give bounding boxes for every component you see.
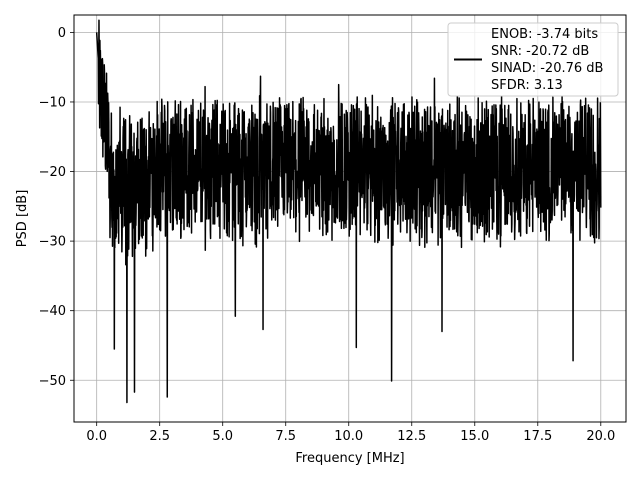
x-tick-label: 15.0 — [460, 429, 489, 444]
x-axis-label: Frequency [MHz] — [295, 451, 404, 466]
x-tick-label: 10.0 — [334, 429, 363, 444]
legend-snr-text: SNR: -20.72 dB — [491, 44, 589, 59]
x-tick-label: 2.5 — [149, 429, 170, 444]
plot-area — [95, 19, 602, 404]
y-tick-label: −30 — [39, 235, 66, 250]
legend-enob-text: ENOB: -3.74 bits — [491, 27, 598, 42]
x-tick-label: 20.0 — [586, 429, 615, 444]
y-tick-label: −40 — [39, 304, 66, 319]
x-tick-label: 5.0 — [212, 429, 233, 444]
axes-frame — [73, 14, 627, 423]
y-tick-label: −10 — [39, 95, 66, 110]
y-tick-label: 0 — [58, 26, 66, 41]
legend: ENOB: -3.74 bits SNR: -20.72 dB SINAD: -… — [447, 22, 619, 97]
legend-box — [447, 22, 619, 97]
x-tick-label: 12.5 — [397, 429, 426, 444]
x-tick-label: 7.5 — [275, 429, 296, 444]
tick-layer: 0.0 2.5 5.0 7.5 10.0 12.5 15.0 17.5 20.0 0 −10 −20 −… — [39, 26, 616, 444]
y-tick-label: −20 — [39, 165, 66, 180]
legend-sfdr-text: SFDR: 3.13 — [491, 78, 563, 93]
x-tick-label: 0.0 — [86, 429, 107, 444]
legend-sinad-text: SINAD: -20.76 dB — [491, 61, 603, 76]
psd-series-line — [95, 19, 602, 404]
y-tick-label: −50 — [39, 374, 66, 389]
x-tick-label: 17.5 — [523, 429, 552, 444]
y-axis-label: PSD [dB] — [15, 190, 30, 248]
